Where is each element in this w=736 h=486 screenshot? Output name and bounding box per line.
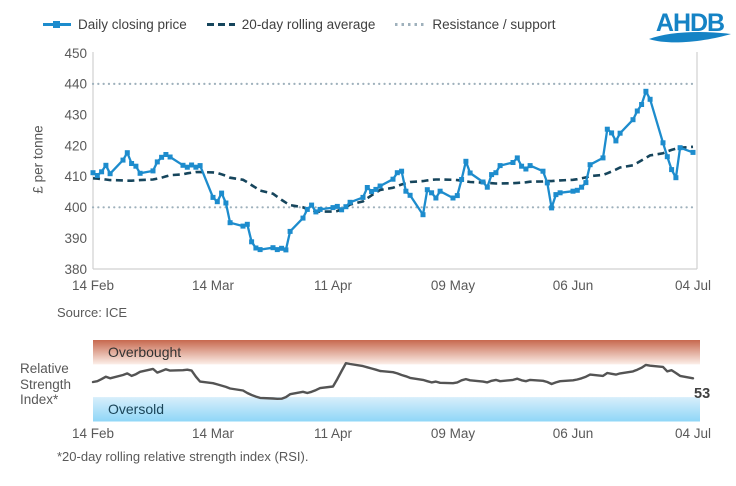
overbought-band-label: Overbought [108,344,182,360]
legend-label: 20-day rolling average [241,17,376,32]
x-tick-label: 14 Mar [192,278,235,293]
rsi-x-tick-label: 11 Apr [314,426,353,441]
x-tick-label: 14 Feb [72,278,114,293]
chart-legend: Daily closing price 20-day rolling avera… [43,17,555,32]
overbought-band [93,340,700,365]
price-y-tick-labels: 380 390 400 410 420 430 440 450 [64,46,87,277]
x-tick-label: 04 Jul [675,278,711,293]
rsi-x-tick-label: 04 Jul [675,426,711,441]
rsi-line [91,362,695,400]
y-tick-label: 420 [64,138,87,153]
y-tick-label: 380 [64,262,87,277]
price-line-swatch-icon [43,21,71,28]
rsi-x-tick-label: 14 Feb [72,426,114,441]
source-note: Source: ICE [57,305,128,320]
oversold-band [93,397,700,422]
legend-item-rolling-average: 20-day rolling average [206,17,376,32]
rsi-x-tick-label: 06 Jun [553,426,594,441]
y-tick-label: 410 [64,169,87,184]
rsi-axis-title-line: Relative [20,361,69,376]
y-tick-label: 390 [64,231,87,246]
x-tick-label: 09 May [431,278,476,293]
legend-item-daily-closing-price: Daily closing price [43,17,187,32]
rsi-x-tick-label: 09 May [431,426,476,441]
y-tick-label: 450 [64,46,87,61]
rsi-axis-title: Relative Strength Index* [20,361,71,408]
legend-label: Resistance / support [432,17,556,32]
y-tick-label: 440 [64,77,87,92]
y-tick-label: 430 [64,108,87,123]
daily-price-markers [90,88,696,253]
legend-label: Daily closing price [78,17,187,32]
rsi-axis-title-line: Index* [20,392,59,407]
y-tick-label: 400 [64,200,87,215]
ahdb-logo-wave-icon [649,31,731,43]
rsi-x-tick-labels: 14 Feb 14 Mar 11 Apr 09 May 06 Jun 04 Jul [72,426,711,441]
rsi-current-value: 53 [694,386,711,402]
ahdb-logo: AHDB [649,9,731,43]
rsi-x-tick-label: 14 Mar [192,426,235,441]
legend-item-resistance-support: Resistance / support [395,17,555,32]
rsi-axis-title-line: Strength [20,376,72,392]
dashed-line-swatch-icon [206,23,235,26]
x-tick-label: 11 Apr [314,278,353,293]
x-tick-label: 06 Jun [553,278,594,293]
price-x-tick-labels: 14 Feb 14 Mar 11 Apr 09 May 06 Jun 04 Jul [72,278,711,293]
price-axis-title: £ per tonne [30,125,46,194]
oversold-band-label: Oversold [108,401,165,417]
dotted-line-swatch-icon [395,23,426,26]
rsi-footnote: *20-day rolling relative strength index … [57,449,309,464]
daily-price-line [92,90,694,252]
